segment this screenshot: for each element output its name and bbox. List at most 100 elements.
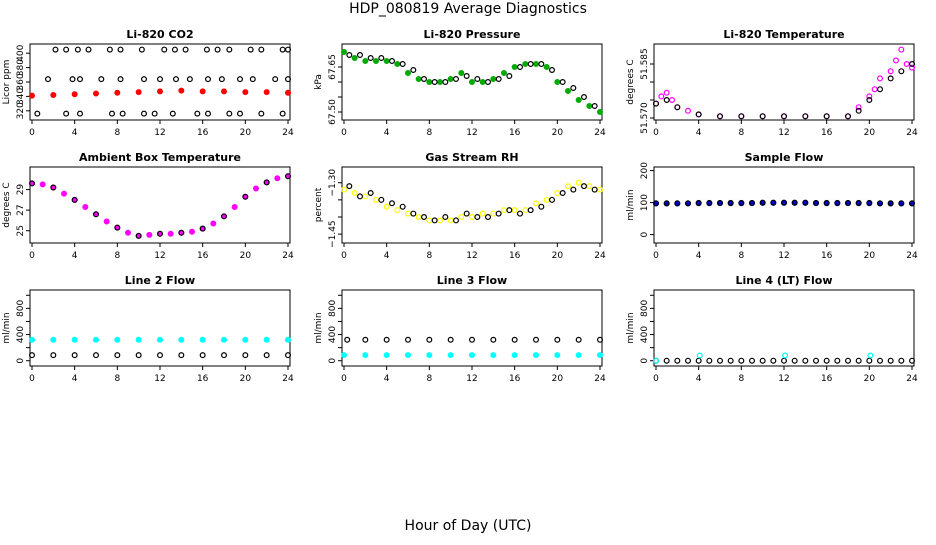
y-axis-label: ml/min bbox=[314, 312, 324, 343]
y-tick-label: 0 bbox=[16, 358, 26, 364]
panel-5: Gas Stream RH 0 4 8 12 16 20 24 −1.45 −1.30 percen… bbox=[314, 151, 606, 261]
data-point bbox=[591, 186, 598, 193]
data-point bbox=[362, 352, 369, 359]
x-tick-label: 4 bbox=[696, 251, 702, 261]
series-mid bbox=[44, 76, 292, 83]
x-tick-label: 4 bbox=[384, 374, 390, 384]
data-point bbox=[50, 184, 57, 191]
data-point bbox=[161, 46, 168, 53]
x-tick-label: 0 bbox=[653, 374, 659, 384]
data-point bbox=[74, 46, 81, 53]
data-point bbox=[415, 75, 422, 82]
data-point bbox=[199, 336, 206, 343]
data-point bbox=[823, 199, 830, 206]
panel-8: Line 3 Flow 0 4 8 12 16 20 24 0 400 800 ml/min bbox=[314, 274, 606, 384]
data-point bbox=[344, 336, 351, 343]
data-point bbox=[60, 190, 67, 197]
data-point bbox=[447, 352, 454, 359]
x-tick-label: 12 bbox=[778, 251, 789, 261]
x-tick-label: 16 bbox=[821, 251, 833, 261]
data-point bbox=[490, 210, 497, 217]
data-point bbox=[253, 185, 260, 192]
data-point bbox=[373, 57, 380, 64]
data-point bbox=[76, 76, 83, 83]
data-point bbox=[876, 75, 883, 82]
data-point bbox=[844, 199, 851, 206]
data-point bbox=[570, 84, 577, 91]
x-tick-label: 20 bbox=[240, 374, 252, 384]
data-point bbox=[52, 46, 59, 53]
data-point bbox=[903, 60, 910, 67]
data-point bbox=[474, 75, 481, 82]
data-point bbox=[652, 100, 659, 107]
data-point bbox=[716, 113, 723, 120]
y-tick-label: 380 bbox=[16, 59, 26, 76]
data-point bbox=[447, 217, 454, 224]
y-tick-label: 800 bbox=[16, 300, 26, 317]
panel-7: Line 2 Flow 0 4 8 12 16 20 24 0 400 800 ml/min bbox=[2, 274, 294, 384]
x-tick-label: 20 bbox=[864, 251, 876, 261]
series-avg bbox=[652, 357, 915, 364]
data-point bbox=[362, 193, 369, 200]
data-point bbox=[124, 229, 131, 236]
y-axis-label: ml/min bbox=[626, 312, 636, 343]
plot-frame bbox=[653, 289, 915, 367]
data-point bbox=[415, 214, 422, 221]
x-tick-label: 4 bbox=[72, 374, 78, 384]
data-point bbox=[189, 228, 196, 235]
data-point bbox=[469, 78, 476, 85]
y-tick-label: −1.45 bbox=[328, 220, 338, 248]
data-point bbox=[770, 199, 777, 206]
x-tick-label: 24 bbox=[594, 251, 606, 261]
data-point bbox=[674, 357, 681, 364]
data-point bbox=[367, 54, 374, 61]
data-point bbox=[586, 102, 593, 109]
data-point bbox=[447, 336, 454, 343]
panel-title: Line 2 Flow bbox=[125, 274, 195, 287]
data-point bbox=[205, 76, 212, 83]
plot-frame bbox=[341, 166, 603, 244]
series-spikes bbox=[652, 352, 874, 364]
data-point bbox=[399, 203, 406, 210]
data-point bbox=[82, 204, 89, 211]
x-tick-label: 16 bbox=[197, 374, 209, 384]
data-point bbox=[453, 217, 460, 224]
data-point bbox=[29, 92, 36, 99]
x-tick-label: 12 bbox=[466, 251, 477, 261]
data-point bbox=[802, 357, 809, 364]
data-point bbox=[802, 199, 809, 206]
x-tick-label: 8 bbox=[738, 374, 744, 384]
data-point bbox=[389, 57, 396, 64]
data-point bbox=[71, 91, 78, 98]
data-point bbox=[399, 60, 406, 67]
data-point bbox=[844, 357, 851, 364]
data-point bbox=[463, 210, 470, 217]
data-point bbox=[706, 357, 713, 364]
data-point bbox=[458, 69, 465, 76]
data-point bbox=[341, 48, 348, 55]
data-point bbox=[103, 218, 110, 225]
data-point bbox=[511, 63, 518, 70]
panel-title: Li-820 Pressure bbox=[424, 28, 521, 41]
x-tick-label: 0 bbox=[341, 251, 347, 261]
data-point bbox=[834, 357, 841, 364]
panel-3: Li-820 Temperature 0 4 8 12 16 20 24 51.570 51.58… bbox=[626, 28, 918, 138]
data-point bbox=[394, 60, 401, 67]
data-point bbox=[586, 183, 593, 190]
data-point bbox=[71, 196, 78, 203]
data-point bbox=[351, 190, 358, 197]
panel-title: Line 4 (LT) Flow bbox=[736, 274, 833, 287]
plot-frame bbox=[653, 43, 915, 121]
y-tick-label: 400 bbox=[16, 44, 26, 61]
data-point bbox=[242, 193, 249, 200]
data-point bbox=[85, 46, 92, 53]
y-tick-label: 51.570 bbox=[640, 102, 650, 134]
x-tick-label: 12 bbox=[154, 374, 165, 384]
data-point bbox=[69, 76, 76, 83]
data-point bbox=[501, 207, 508, 214]
y-tick-label: 51.585 bbox=[640, 48, 650, 80]
series-high bbox=[344, 336, 603, 343]
data-point bbox=[34, 110, 41, 117]
y-tick-label: 100 bbox=[640, 194, 650, 211]
data-point bbox=[362, 57, 369, 64]
